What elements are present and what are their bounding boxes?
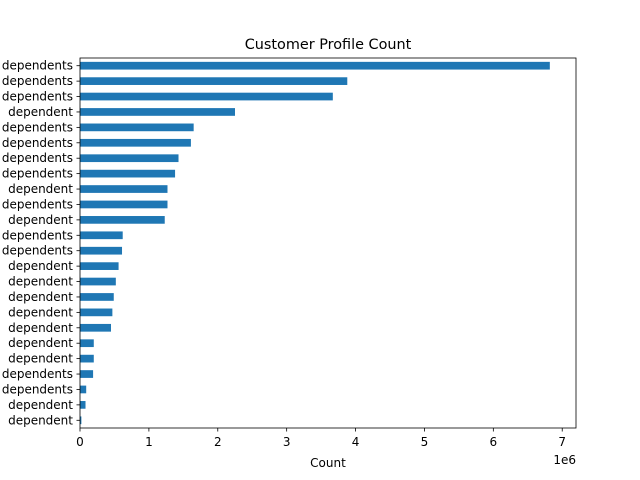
x-axis-scale-label: 1e6 bbox=[553, 453, 576, 467]
y-tick-label: dependent bbox=[8, 259, 73, 273]
bar bbox=[80, 108, 235, 116]
bar bbox=[80, 231, 123, 240]
y-tick-label: dependent bbox=[8, 336, 73, 350]
bar bbox=[80, 246, 123, 255]
y-tick-label: dependents bbox=[2, 228, 73, 242]
bar bbox=[80, 138, 191, 147]
bar bbox=[80, 123, 194, 132]
bar bbox=[80, 92, 333, 101]
y-tick-label: dependents bbox=[2, 120, 73, 134]
y-tick-label: dependents bbox=[2, 244, 73, 258]
chart-title: Customer Profile Count bbox=[245, 37, 412, 53]
x-tick-label: 5 bbox=[421, 435, 429, 449]
bar bbox=[80, 354, 94, 363]
x-tick-label: 7 bbox=[558, 435, 566, 449]
bar bbox=[80, 416, 82, 425]
y-tick-label: dependents bbox=[2, 136, 73, 150]
y-tick-label: dependent bbox=[8, 398, 73, 412]
x-tick-label: 0 bbox=[76, 435, 84, 449]
y-tick-label: dependents bbox=[2, 167, 73, 181]
y-axis-ticks: dependentsdependentsdependentsdependentd… bbox=[2, 59, 80, 427]
bar bbox=[80, 385, 87, 394]
bar bbox=[80, 262, 119, 270]
bar bbox=[80, 293, 114, 301]
y-tick-label: dependent bbox=[8, 105, 73, 119]
plot-frame bbox=[79, 57, 577, 429]
bar bbox=[80, 185, 168, 193]
bar bbox=[80, 308, 113, 317]
y-tick-label: dependent bbox=[8, 413, 73, 427]
y-tick-label: dependents bbox=[2, 90, 73, 104]
x-tick-label: 3 bbox=[283, 435, 291, 449]
y-tick-label: dependents bbox=[2, 367, 73, 381]
bar bbox=[80, 323, 111, 332]
bars-group bbox=[80, 61, 550, 425]
y-tick-label: dependent bbox=[8, 213, 73, 227]
x-axis-label: Count bbox=[310, 456, 346, 470]
y-tick-label: dependents bbox=[2, 59, 73, 73]
y-tick-label: dependents bbox=[2, 197, 73, 211]
y-tick-label: dependent bbox=[8, 352, 73, 366]
bar bbox=[80, 77, 348, 85]
y-tick-label: dependents bbox=[2, 151, 73, 165]
bar bbox=[80, 216, 165, 224]
y-tick-label: dependent bbox=[8, 290, 73, 304]
x-tick-label: 6 bbox=[490, 435, 498, 449]
bar bbox=[80, 277, 116, 286]
bar bbox=[80, 200, 168, 209]
x-tick-label: 4 bbox=[352, 435, 360, 449]
bar bbox=[80, 61, 550, 70]
y-tick-label: dependents bbox=[2, 74, 73, 88]
bar bbox=[80, 169, 176, 178]
y-tick-label: dependents bbox=[2, 382, 73, 396]
bar bbox=[80, 401, 86, 409]
y-tick-label: dependent bbox=[8, 182, 73, 196]
y-tick-label: dependent bbox=[8, 305, 73, 319]
y-tick-label: dependent bbox=[8, 275, 73, 289]
x-tick-label: 2 bbox=[214, 435, 222, 449]
x-axis-ticks: 0 1 2 3 4 5 6 7 bbox=[76, 428, 566, 449]
bar bbox=[80, 339, 94, 348]
y-tick-label: dependent bbox=[8, 321, 73, 335]
bar bbox=[80, 154, 179, 163]
bar bbox=[80, 370, 94, 378]
x-tick-label: 1 bbox=[145, 435, 153, 449]
